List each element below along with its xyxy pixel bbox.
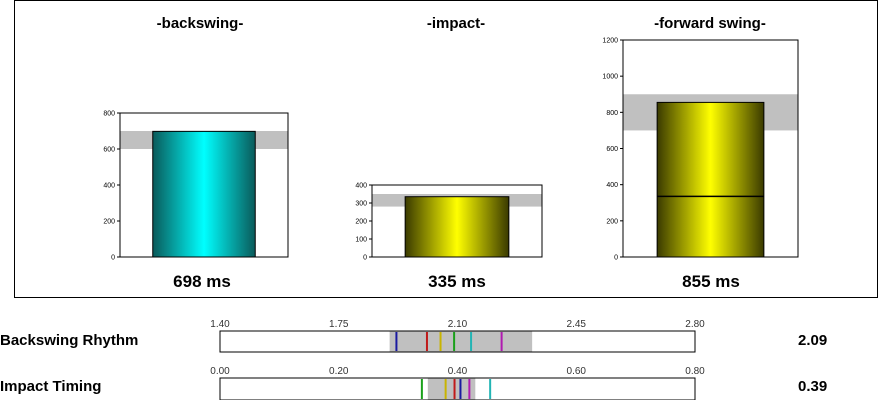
scale-tick-label: 2.10 xyxy=(448,319,468,330)
backswing-rhythm-label: Backswing Rhythm xyxy=(0,332,139,349)
scale-tick-label: 0.00 xyxy=(210,366,230,377)
y-tick-label: 200 xyxy=(606,218,618,225)
scale-row-1: 0.00 0.20 0.40 0.60 0.80 xyxy=(210,366,705,400)
scale-tick-label: 2.80 xyxy=(685,319,705,330)
backswing-rhythm-value: 2.09 xyxy=(798,332,828,349)
y-tick-label: 200 xyxy=(103,219,115,226)
rhythm-timing-panel: Backswing Rhythm 2.09 Impact Timing 0.39… xyxy=(0,300,882,400)
value-label: 855 ms xyxy=(682,272,740,291)
bar-chart-2: -forward swing- 0 200 400 600 800 1000 1200 855 … xyxy=(602,15,799,291)
chart-title: -forward swing- xyxy=(654,15,766,32)
bar-charts-panel: -backswing- 0 200 400 600 800 698 ms -impact- 0 1… xyxy=(103,15,799,291)
bar xyxy=(404,196,510,258)
scale-tick-label: 0.60 xyxy=(567,366,587,377)
bar xyxy=(152,130,256,258)
impact-timing-label: Impact Timing xyxy=(0,378,102,395)
scale-row-0: 1.40 1.75 2.10 2.45 2.80 xyxy=(210,319,705,353)
value-label: 335 ms xyxy=(428,272,486,291)
y-tick-label: 200 xyxy=(355,219,367,226)
rhythm-scales: 1.40 1.75 2.10 2.45 2.80 0.00 0.20 0.40 0.60 0.80 xyxy=(210,319,705,400)
y-tick-label: 0 xyxy=(614,255,618,262)
bar xyxy=(656,101,765,258)
y-tick-label: 0 xyxy=(111,255,115,262)
y-tick-label: 600 xyxy=(606,146,618,153)
y-tick-label: 800 xyxy=(103,111,115,118)
y-tick-label: 400 xyxy=(355,183,367,190)
scale-tick-label: 1.40 xyxy=(210,319,230,330)
charts-frame xyxy=(14,0,878,298)
y-tick-label: 400 xyxy=(103,183,115,190)
y-tick-label: 1200 xyxy=(602,38,618,45)
scale-tick-label: 0.80 xyxy=(685,366,705,377)
scale-tick-label: 0.40 xyxy=(448,366,468,377)
bar-chart-1: -impact- 0 100 200 300 400 335 ms xyxy=(355,15,543,291)
scale-tick-label: 2.45 xyxy=(567,319,587,330)
value-label: 698 ms xyxy=(173,272,231,291)
y-tick-label: 300 xyxy=(355,201,367,208)
y-tick-label: 1000 xyxy=(602,74,618,81)
impact-timing-value: 0.39 xyxy=(798,378,828,395)
chart-title: -impact- xyxy=(427,15,485,32)
scale-band xyxy=(389,331,533,352)
y-tick-label: 400 xyxy=(606,182,618,189)
chart-title: -backswing- xyxy=(157,15,244,32)
y-tick-label: 600 xyxy=(103,147,115,154)
y-tick-label: 800 xyxy=(606,110,618,117)
scale-tick-label: 0.20 xyxy=(329,366,349,377)
y-tick-label: 100 xyxy=(355,237,367,244)
scale-band xyxy=(427,378,476,400)
y-tick-label: 0 xyxy=(363,255,367,262)
scale-tick-label: 1.75 xyxy=(329,319,349,330)
bar-chart-0: -backswing- 0 200 400 600 800 698 ms xyxy=(103,15,289,291)
